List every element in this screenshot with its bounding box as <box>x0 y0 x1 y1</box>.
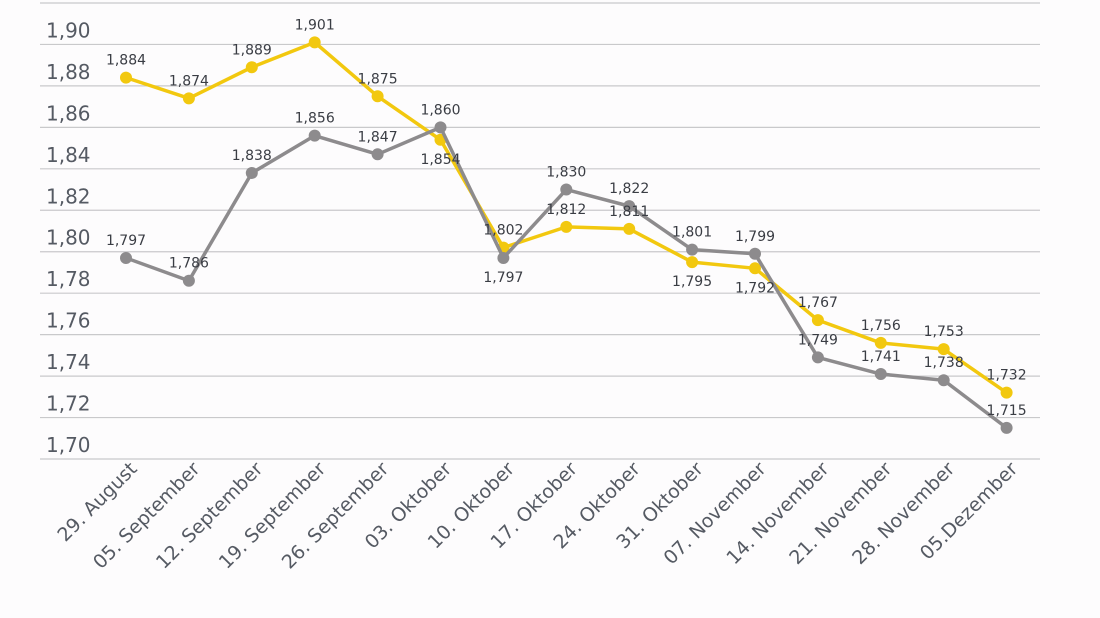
data-label: 1,738 <box>924 355 964 371</box>
y-axis-ticks: 1,70 1,72 1,74 1,76 1,78 1,80 1,82 1,84 1,86 1,88… <box>46 0 91 457</box>
gridlines <box>40 2 1040 460</box>
data-label: 1,786 <box>169 256 209 272</box>
data-label: 1,715 <box>987 403 1027 419</box>
data-label: 1,860 <box>420 102 460 118</box>
data-point <box>120 251 132 264</box>
y-tick-label: 1,84 <box>46 143 91 167</box>
data-point <box>623 200 636 213</box>
data-label: 1,795 <box>672 274 712 290</box>
data-label: 1,889 <box>232 42 272 58</box>
data-label: 1,811 <box>609 204 649 220</box>
data-labels: 1,884 1,874 1,889 1,901 1,875 1,854 1,802 1,812… <box>106 17 1027 419</box>
data-label: 1,732 <box>987 368 1027 384</box>
y-tick-label: 1,86 <box>46 101 91 125</box>
data-point <box>874 368 887 381</box>
data-point <box>686 256 699 269</box>
data-point <box>811 351 824 364</box>
data-label: 1,822 <box>609 181 649 197</box>
data-point <box>308 129 321 142</box>
data-label: 1,830 <box>546 165 586 181</box>
data-point <box>371 148 384 161</box>
y-tick-label: 1,92 <box>46 0 91 1</box>
data-point <box>1000 386 1013 399</box>
x-tick-label: 19. September <box>215 458 331 574</box>
data-point <box>811 314 824 327</box>
data-label: 1,753 <box>924 324 964 340</box>
data-label: 1,802 <box>483 223 523 239</box>
data-label: 1,875 <box>358 71 398 87</box>
y-tick-label: 1,70 <box>46 433 91 457</box>
data-label: 1,801 <box>672 225 712 241</box>
y-tick-label: 1,74 <box>46 350 91 374</box>
x-tick-label: 05. September <box>89 458 205 574</box>
data-label: 1,756 <box>861 318 901 334</box>
data-label: 1,797 <box>483 270 523 286</box>
data-point <box>749 247 761 260</box>
data-point <box>1000 421 1013 434</box>
data-label: 1,799 <box>735 229 775 245</box>
data-point <box>937 374 950 387</box>
data-point <box>120 71 132 84</box>
data-point <box>371 90 384 103</box>
data-label: 1,901 <box>295 17 335 33</box>
x-tick-label: 26. September <box>278 458 394 574</box>
data-label: 1,874 <box>169 73 209 89</box>
data-label: 1,838 <box>232 148 272 164</box>
data-point <box>245 61 258 74</box>
data-label: 1,792 <box>735 280 775 296</box>
data-point <box>434 121 447 134</box>
series-lines <box>120 36 1013 434</box>
y-tick-label: 1,88 <box>46 60 91 84</box>
data-point <box>560 220 573 233</box>
data-point <box>497 251 510 264</box>
y-tick-label: 1,78 <box>46 267 91 291</box>
data-point <box>182 92 195 105</box>
data-label: 1,847 <box>358 129 398 145</box>
data-label: 1,854 <box>420 152 460 168</box>
data-point <box>874 336 887 349</box>
data-point <box>182 274 195 287</box>
data-label: 1,767 <box>798 295 838 311</box>
data-point <box>308 36 321 49</box>
data-label: 1,812 <box>546 202 586 218</box>
data-point <box>623 222 636 235</box>
y-tick-label: 1,80 <box>46 226 91 250</box>
data-point <box>749 262 761 275</box>
data-label: 1,884 <box>106 53 146 69</box>
data-label: 1,797 <box>106 233 146 249</box>
y-tick-label: 1,90 <box>46 18 91 42</box>
x-tick-label: 12. September <box>152 458 268 574</box>
data-label: 1,856 <box>295 111 335 127</box>
data-point <box>245 166 258 179</box>
data-point <box>560 183 573 196</box>
data-label: 1,741 <box>861 349 901 365</box>
data-point <box>937 343 950 356</box>
y-tick-label: 1,82 <box>46 184 91 208</box>
data-label: 1,749 <box>798 332 838 348</box>
y-tick-label: 1,76 <box>46 309 91 333</box>
data-point <box>686 243 699 256</box>
y-tick-label: 1,72 <box>46 392 91 416</box>
